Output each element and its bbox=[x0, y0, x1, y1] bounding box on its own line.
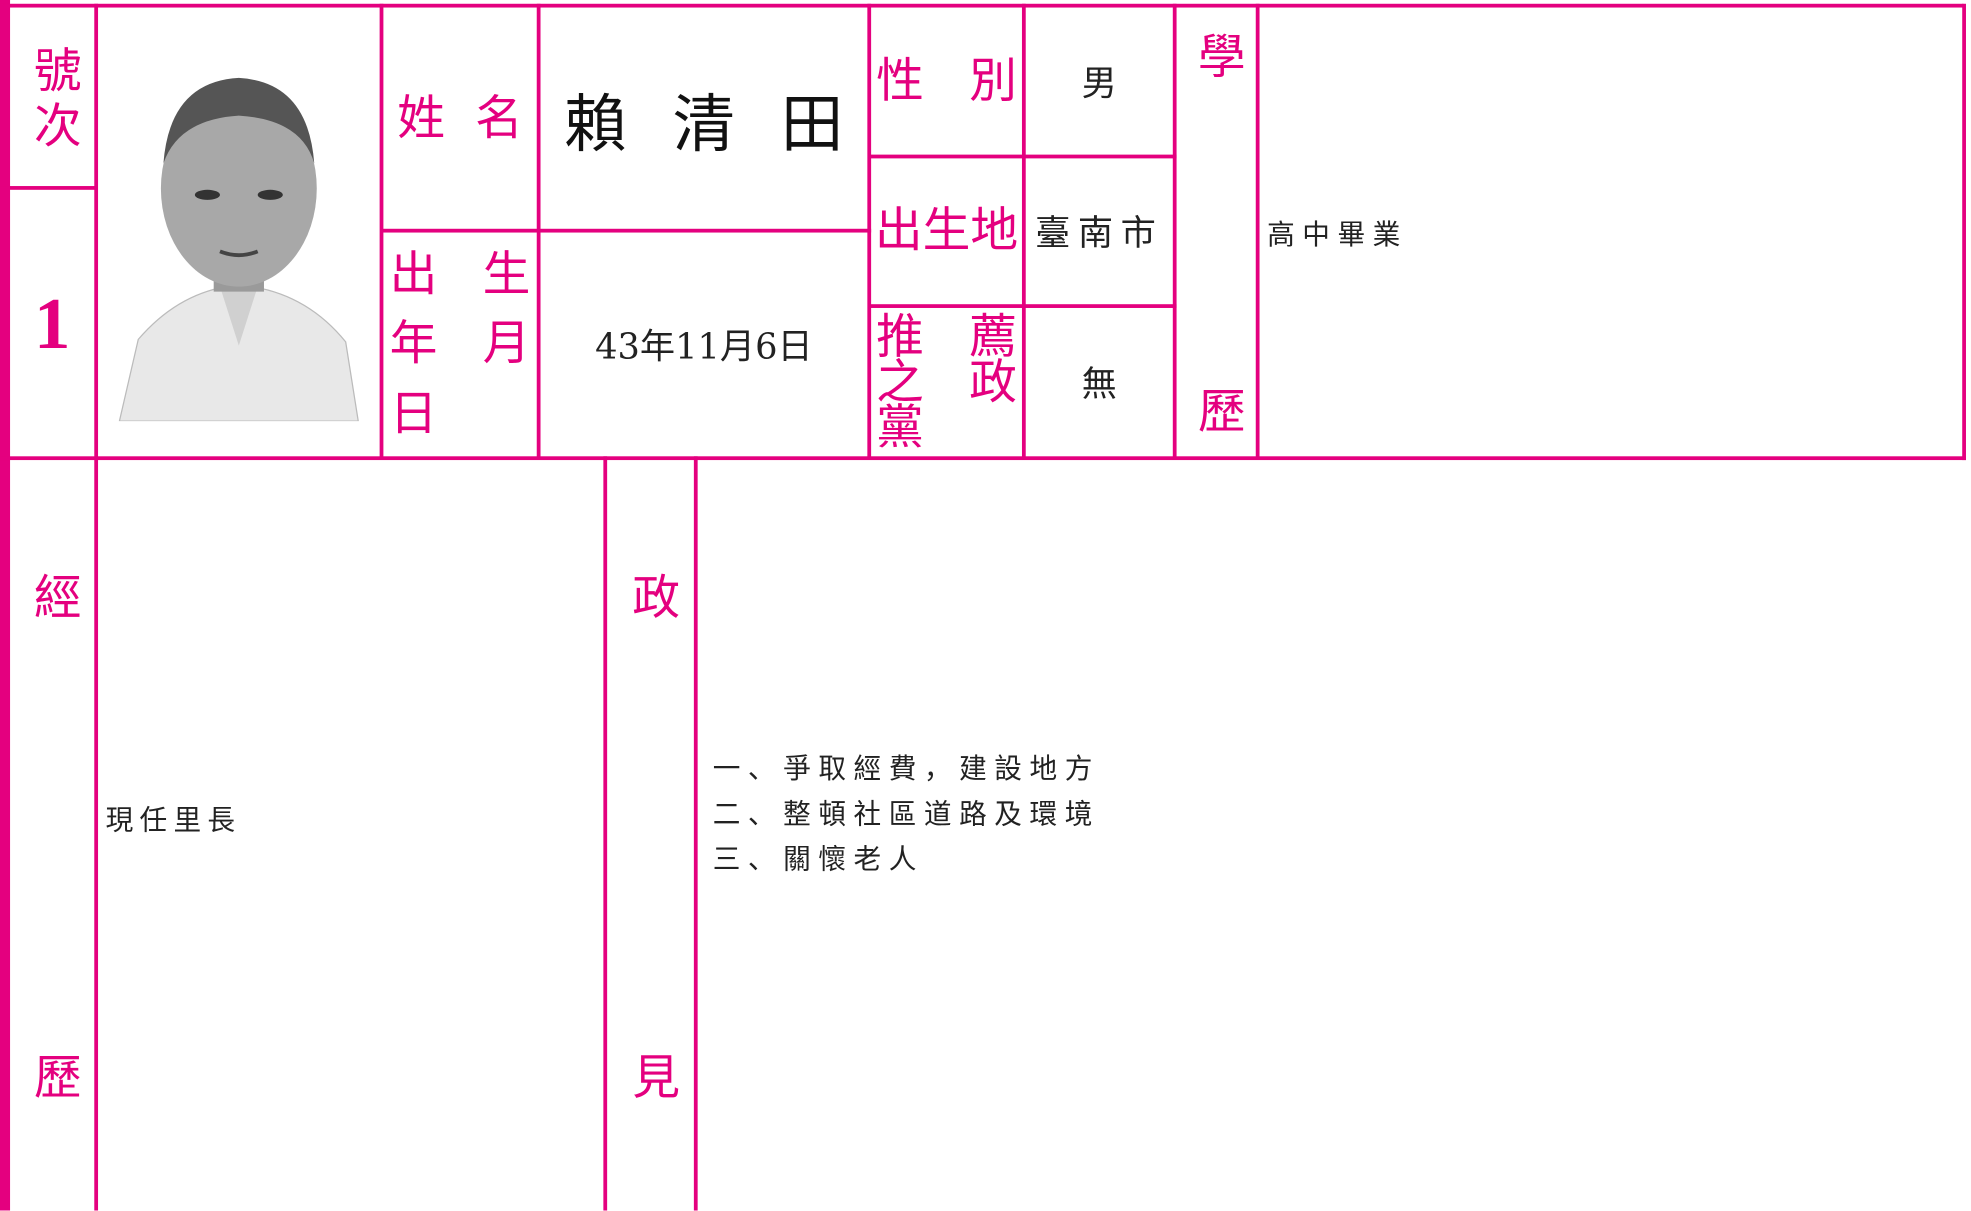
rule bbox=[1255, 3, 1260, 459]
border bbox=[0, 3, 1964, 8]
education-label: 學歷 bbox=[1189, 30, 1245, 434]
gender-label: 性別 bbox=[876, 52, 1017, 108]
platform-item: 二、整頓社區道路及環境 bbox=[712, 799, 1100, 831]
platform-item: 三、關懷老人 bbox=[712, 844, 924, 877]
number: 1 bbox=[33, 282, 71, 364]
name-value: 賴清田 bbox=[564, 87, 844, 161]
rule bbox=[1172, 3, 1177, 459]
platform-item: 一、爭取經費，建設地方 bbox=[712, 754, 1100, 786]
rule bbox=[0, 186, 97, 190]
border bbox=[1962, 3, 1966, 461]
candidate-photo bbox=[100, 50, 375, 422]
birth-date-value: 43年11月6日 bbox=[595, 325, 813, 368]
party-label: 推薦之政黨 bbox=[876, 309, 1017, 456]
rule bbox=[603, 456, 608, 1211]
rule bbox=[1021, 3, 1026, 459]
platform-label: 政見 bbox=[624, 571, 680, 1100]
experience-label: 經歷 bbox=[25, 571, 81, 1100]
rule bbox=[0, 456, 1966, 461]
education-value: 高中畢業 bbox=[1267, 219, 1408, 251]
experience-value: 現任里長 bbox=[105, 805, 242, 838]
rule bbox=[379, 3, 384, 459]
rule bbox=[693, 456, 698, 1211]
number-label: 號次 bbox=[25, 45, 81, 149]
rule bbox=[94, 3, 99, 1211]
birth-date-label: 出生年月日 bbox=[389, 246, 531, 441]
platform-list: 一、爭取經費，建設地方 二、整頓社區道路及環境 三、關懷老人 bbox=[713, 748, 1100, 884]
birthplace-label: 出生地 bbox=[874, 202, 1019, 258]
birthplace-value: 臺南市 bbox=[1035, 212, 1164, 254]
party-value: 無 bbox=[1081, 363, 1117, 405]
name-label: 姓名 bbox=[397, 89, 523, 146]
rule bbox=[536, 3, 541, 459]
border bbox=[0, 0, 11, 1211]
rule bbox=[380, 228, 872, 233]
gender-value: 男 bbox=[1081, 62, 1117, 104]
rule bbox=[867, 3, 872, 459]
